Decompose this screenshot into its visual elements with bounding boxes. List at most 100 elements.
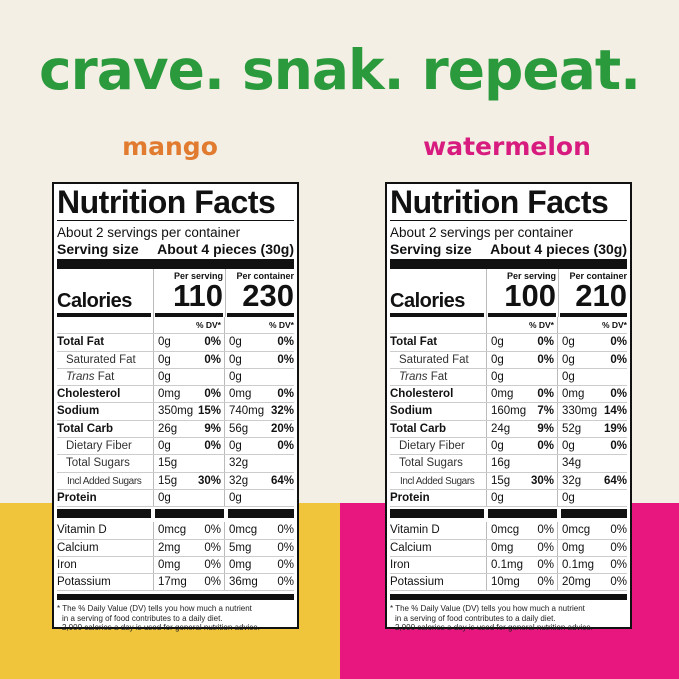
serving-dv: 9%	[204, 422, 221, 435]
serving-size-label: Serving size	[390, 241, 472, 257]
container-dv: 64%	[603, 474, 627, 487]
serving-amount: 15g	[491, 474, 511, 487]
nutrient-name: Total Sugars	[399, 457, 463, 470]
container-amount: 0g	[229, 491, 242, 504]
container-amount: 0mcg	[229, 524, 258, 537]
mineral-name: Vitamin D	[390, 524, 440, 537]
container-amount: 52g	[562, 422, 582, 435]
serving-size-label: Serving size	[57, 241, 139, 257]
container-dv: 0%	[277, 336, 294, 349]
nutrient-name: Total Fat	[390, 336, 438, 349]
serving-amount: 17mg	[158, 576, 187, 589]
container-dv: 32%	[270, 405, 294, 418]
nutrient-name: Trans Fat	[399, 370, 448, 383]
mineral-name: Calcium	[57, 541, 99, 554]
serving-amount: 15g	[158, 474, 178, 487]
nutrient-row: Saturated Fat 0g 0% 0g 0%	[390, 351, 627, 369]
serving-amount: 0mg	[158, 388, 181, 401]
per-serving-label: Per serving	[506, 271, 556, 281]
serving-amount: 24g	[491, 422, 511, 435]
mineral-row: Potassium 17mg 0% 36mg 0%	[57, 574, 294, 592]
container-amount: 0g	[229, 336, 242, 349]
serving-size: Serving size About 4 pieces (30g)	[57, 241, 294, 257]
container-dv: 0%	[610, 353, 627, 366]
serving-dv: 0%	[537, 440, 554, 453]
serving-amount: 0mcg	[158, 524, 187, 537]
divider-bar	[57, 594, 294, 601]
container-amount: 36mg	[229, 576, 258, 589]
serving-dv: 30%	[530, 474, 554, 487]
serving-amount: 15g	[158, 457, 178, 470]
dv-header-row: % DV* % DV*	[390, 317, 627, 335]
container-dv: 0%	[277, 440, 294, 453]
serving-dv: 0%	[204, 541, 221, 554]
footnote: * The % Daily Value (DV) tells you how m…	[390, 604, 627, 633]
nutrient-name: Saturated Fat	[399, 353, 469, 366]
serving-amount: 0g	[158, 491, 171, 504]
serving-amount: 0mg	[491, 388, 514, 401]
dv-header: % DV*	[528, 320, 554, 330]
nutrient-name: Total Fat	[57, 336, 105, 349]
serving-amount: 0g	[158, 370, 171, 383]
container-amount: 0mg	[229, 558, 252, 571]
mineral-name: Calcium	[390, 541, 432, 554]
nutrient-row: Sodium 350mg 15% 740mg 32%	[57, 403, 294, 421]
nutrient-row: Dietary Fiber 0g 0% 0g 0%	[390, 438, 627, 456]
container-amount: 0mg	[229, 388, 252, 401]
container-amount: 330mg	[562, 405, 598, 418]
serving-amount: 0g	[491, 370, 504, 383]
nutrient-row: Trans Fat 0g 0g	[57, 368, 294, 387]
dv-header: % DV*	[601, 320, 627, 330]
container-dv: 0%	[277, 558, 294, 571]
footnote-line: * The % Daily Value (DV) tells you how m…	[57, 604, 252, 614]
calories-row: Calories Per serving 100 Per container 210	[390, 269, 627, 317]
serving-amount: 0mg	[491, 541, 514, 554]
serving-dv: 0%	[204, 440, 221, 453]
serving-amount: 350mg	[158, 405, 194, 418]
calories-row: Calories Per serving 110 Per container 230	[57, 269, 294, 317]
container-dv: 0%	[610, 576, 627, 589]
nutrient-row: Total Sugars 15g 32g	[57, 455, 294, 473]
container-dv: 14%	[603, 405, 627, 418]
container-dv: 0%	[610, 336, 627, 349]
container-amount: 32g	[562, 474, 582, 487]
nutrient-row: Trans Fat 0g 0g	[390, 368, 627, 387]
nutrient-name: Dietary Fiber	[399, 440, 465, 453]
headline: crave. snak. repeat.	[38, 38, 641, 102]
serving-dv: 0%	[204, 576, 221, 589]
nutrient-name: Total Sugars	[66, 457, 130, 470]
per-container-label: Per container	[236, 271, 294, 281]
container-dv: 19%	[603, 422, 627, 435]
serving-amount: 26g	[158, 422, 178, 435]
footnote-line: 2,000 calories a day is used for general…	[395, 623, 593, 633]
serving-amount: 10mg	[491, 576, 520, 589]
serving-dv: 0%	[204, 524, 221, 537]
nutrient-row: Incl Added Sugars 15g 30% 32g 64%	[390, 472, 627, 490]
nutrient-name: Protein	[390, 491, 430, 504]
container-dv: 0%	[610, 388, 627, 401]
divider-bar	[390, 594, 627, 601]
container-amount: 0mg	[562, 388, 585, 401]
container-amount: 32g	[229, 457, 249, 470]
nutrition-label-watermelon: Nutrition Facts About 2 servings per con…	[385, 182, 632, 632]
container-amount: 0g	[562, 353, 575, 366]
container-amount: 32g	[229, 474, 249, 487]
mineral-row: Potassium 10mg 0% 20mg 0%	[390, 574, 627, 592]
serving-size-value: About 4 pieces (30g)	[157, 241, 294, 257]
serving-amount: 0mcg	[491, 524, 520, 537]
footnote-line: * The % Daily Value (DV) tells you how m…	[390, 604, 585, 614]
flavor-watermelon: watermelon	[423, 132, 591, 161]
serving-dv: 0%	[204, 388, 221, 401]
nutrient-name: Dietary Fiber	[66, 440, 132, 453]
mineral-row: Calcium 0mg 0% 0mg 0%	[390, 539, 627, 557]
serving-amount: 0g	[491, 491, 504, 504]
serving-amount: 0g	[491, 440, 504, 453]
nutrient-row: Total Sugars 16g 34g	[390, 455, 627, 473]
container-dv: 0%	[610, 524, 627, 537]
serving-dv: 0%	[204, 558, 221, 571]
serving-size-value: About 4 pieces (30g)	[490, 241, 627, 257]
nutrient-row: Protein 0g 0g	[390, 489, 627, 508]
nutrient-name: Total Carb	[390, 422, 447, 435]
serving-dv: 0%	[537, 388, 554, 401]
container-amount: 5mg	[229, 541, 252, 554]
